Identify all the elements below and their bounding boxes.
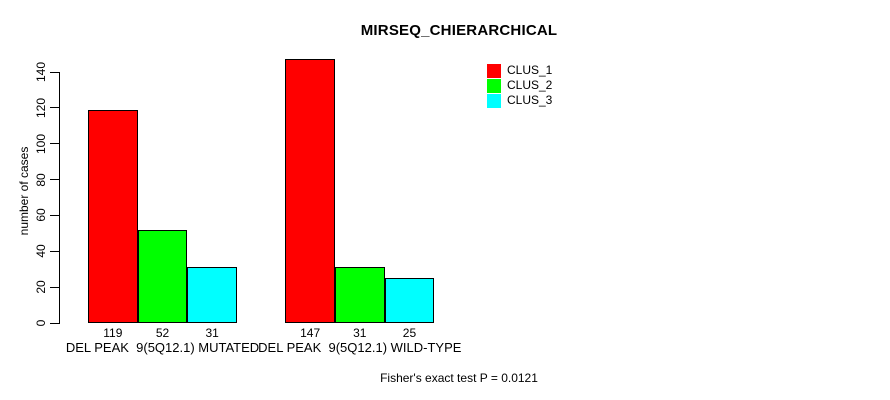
category-label: DEL PEAK 9(5Q12.1) MUTATED — [65, 340, 260, 355]
bar-value-label: 31 — [205, 326, 219, 340]
bar-value-label: 31 — [353, 326, 367, 340]
y-tick-mark — [50, 250, 60, 252]
y-tick-mark — [50, 214, 60, 216]
legend-item-clus_2: CLUS_2 — [487, 78, 552, 93]
legend: CLUS_1 CLUS_2 CLUS_3 — [487, 63, 552, 108]
y-tick-mark — [50, 143, 60, 145]
legend-label: CLUS_2 — [507, 78, 553, 92]
y-tick-label: 20 — [34, 280, 48, 294]
y-tick-mark — [50, 322, 60, 324]
legend-swatch-clus_2 — [487, 78, 501, 93]
y-tick-label: 60 — [34, 208, 48, 223]
legend-label: CLUS_3 — [507, 93, 553, 107]
bar-clus_3-group1 — [187, 267, 237, 323]
fisher-test-annotation: Fisher's exact test P = 0.0121 — [380, 371, 538, 385]
y-axis-line — [59, 72, 60, 323]
y-tick-label: 0 — [34, 319, 48, 327]
y-tick-mark — [50, 286, 60, 288]
legend-item-clus_3: CLUS_3 — [487, 93, 552, 108]
legend-swatch-clus_3 — [487, 93, 501, 108]
legend-item-clus_1: CLUS_1 — [487, 63, 552, 78]
y-tick-mark — [50, 107, 60, 109]
y-tick-label: 40 — [34, 244, 48, 258]
chart-title: MIRSEQ_CHIERARCHICAL — [360, 22, 558, 39]
bar-clus_1-group1 — [88, 109, 138, 323]
y-tick-label: 80 — [34, 172, 48, 187]
y-tick-label: 140 — [34, 61, 48, 83]
y-tick-mark — [50, 71, 60, 73]
bar-clus_2-group1 — [137, 229, 188, 323]
bar-clus_3-group2 — [384, 278, 435, 323]
bar-clus_1-group2 — [285, 59, 335, 323]
category-label: DEL PEAK 9(5Q12.1) WILD-TYPE — [258, 340, 462, 355]
bar-value-label: 119 — [103, 326, 123, 340]
y-tick-label: 100 — [34, 133, 48, 154]
bar-value-label: 25 — [402, 326, 417, 340]
bar-clus_2-group2 — [334, 267, 385, 323]
y-tick-label: 120 — [34, 97, 48, 118]
bar-value-label: 147 — [300, 326, 321, 340]
legend-swatch-clus_1 — [487, 63, 501, 78]
bar-value-label: 52 — [155, 326, 170, 340]
y-tick-mark — [50, 179, 60, 181]
legend-label: CLUS_1 — [507, 63, 553, 77]
